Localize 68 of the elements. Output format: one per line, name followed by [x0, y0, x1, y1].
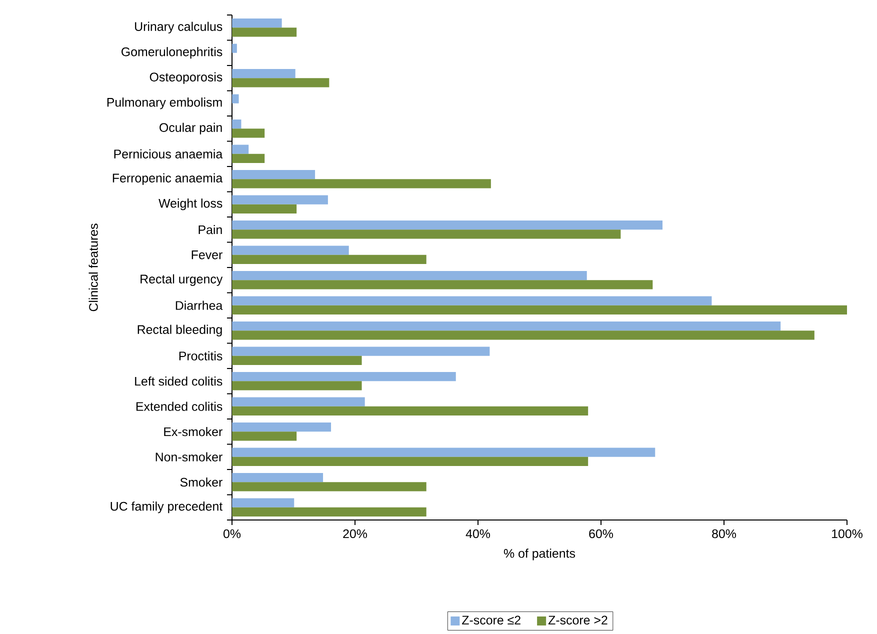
bar	[232, 28, 297, 37]
bar	[232, 195, 328, 204]
bar	[232, 356, 362, 365]
y-tick-label: Extended colitis	[136, 402, 222, 411]
bar	[232, 230, 621, 239]
x-tick-label: 20%	[343, 529, 368, 538]
bar	[232, 271, 587, 280]
y-tick-label: Proctitis	[179, 351, 222, 360]
y-tick-label: Rectal urgency	[140, 274, 223, 286]
y-tick-label: Fever	[192, 250, 222, 260]
y-tick-label: Ferropenic anaemia	[112, 173, 223, 185]
bar	[232, 322, 781, 331]
y-tick-label: Osteoporosis	[150, 72, 222, 84]
y-tick-label: Diarrhea	[176, 300, 223, 310]
bar	[232, 406, 588, 416]
bar	[232, 254, 426, 264]
x-tick-label: 40%	[466, 529, 490, 538]
y-tick-label: Ocular pain	[160, 122, 222, 134]
legend-label: Z-score >2	[548, 616, 608, 625]
bar	[232, 94, 239, 104]
bar	[232, 144, 249, 154]
bar	[232, 456, 588, 466]
bar	[232, 422, 332, 432]
y-tick-label: Gomerulonephritis	[122, 47, 222, 59]
y-tick-label: Pain	[198, 225, 222, 234]
bar	[232, 280, 653, 290]
x-axis-title: % of patients	[504, 548, 576, 560]
bar	[232, 448, 656, 457]
bar	[232, 78, 330, 88]
y-axis-title: Clinical features	[88, 224, 98, 312]
bar	[232, 296, 712, 306]
bar	[232, 432, 297, 441]
x-tick-label: 60%	[589, 529, 614, 538]
y-tick-label: Smoker	[180, 478, 222, 487]
x-tick-label: 100%	[832, 529, 862, 538]
y-tick-label: Left sided colitis	[135, 376, 222, 386]
bar	[232, 372, 456, 382]
bar	[232, 346, 490, 356]
x-tick-label: 0%	[223, 529, 241, 538]
bar	[232, 397, 365, 406]
bar	[232, 246, 349, 255]
bar	[232, 381, 362, 390]
bar	[232, 69, 296, 78]
bar	[232, 170, 316, 180]
bar	[232, 18, 282, 28]
bar	[232, 44, 237, 53]
y-tick-label: Pernicious anaemia	[114, 149, 223, 158]
y-tick-label: Ex-smoker	[164, 427, 222, 436]
bar	[232, 482, 426, 492]
y-tick-label: Weight loss	[158, 198, 222, 210]
x-tick-label: 80%	[712, 529, 736, 538]
bar	[232, 498, 294, 508]
bar	[232, 154, 265, 163]
bar	[232, 305, 848, 314]
bar	[232, 220, 663, 230]
bar	[232, 120, 242, 129]
bar	[232, 179, 491, 188]
bar	[232, 473, 324, 482]
legend-label: Z-score ≤2	[462, 616, 520, 625]
y-tick-label: Non-smoker	[156, 452, 222, 462]
bar	[232, 507, 426, 516]
y-tick-label: Urinary calculus	[135, 22, 222, 34]
y-tick-label: Pulmonary embolism	[107, 98, 222, 110]
bar	[232, 330, 814, 340]
y-tick-label: Rectal bleeding	[138, 324, 222, 336]
bar	[232, 204, 297, 214]
y-tick-label: UC family precedent	[110, 502, 223, 514]
bar	[232, 128, 265, 138]
